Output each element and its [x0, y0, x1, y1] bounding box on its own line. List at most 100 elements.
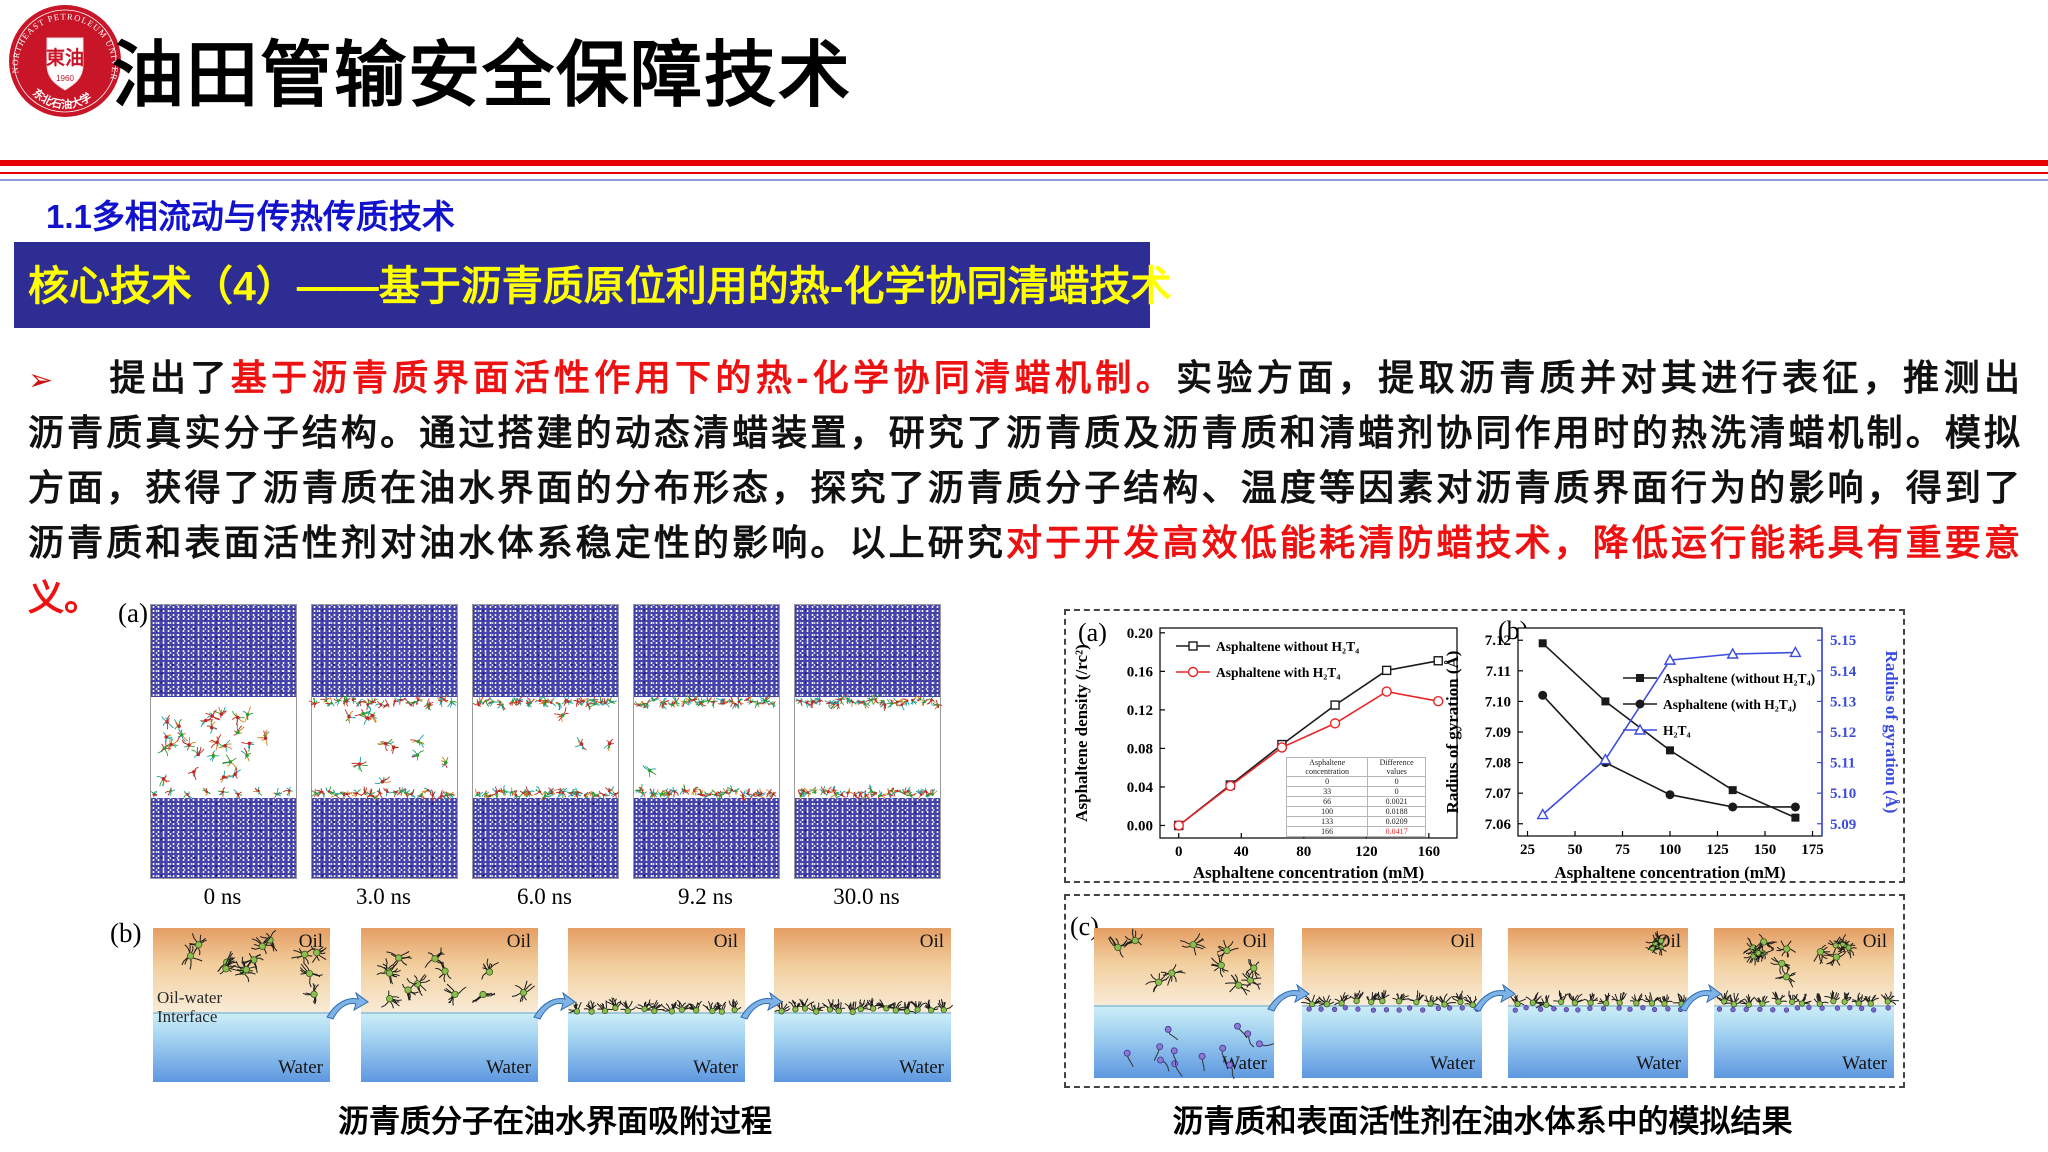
- flow-arrow-icon: [740, 992, 783, 1020]
- svg-text:Asphaltene with H₂T₄: Asphaltene with H₂T₄: [1216, 665, 1340, 680]
- molecules-overlay: [376, 947, 535, 1009]
- paragraph-line: 方面，获得了沥青质在油水界面的分布形态，探究了沥青质分子结构、温度等因素对沥青质…: [28, 460, 2020, 515]
- svg-text:Asphaltene without H₂T₄: Asphaltene without H₂T₄: [1216, 639, 1359, 654]
- svg-text:25: 25: [1520, 842, 1535, 858]
- svg-text:H₂T₄: H₂T₄: [1663, 723, 1691, 738]
- water-label: Water: [1222, 1053, 1267, 1074]
- svg-text:7.12: 7.12: [1485, 633, 1511, 649]
- svg-text:7.06: 7.06: [1485, 817, 1512, 833]
- simulation-panel: [633, 604, 780, 879]
- inset-table: Asphaltene concentration Difference value…: [1285, 757, 1426, 837]
- svg-text:5.15: 5.15: [1830, 633, 1856, 649]
- sim-time-label: 3.0 ns: [356, 884, 411, 909]
- svg-text:175: 175: [1801, 842, 1824, 858]
- molecules-overlay: [774, 997, 954, 1015]
- flow-arrow-icon: [1473, 984, 1516, 1012]
- university-logo: NORTHEAST PETROLEUM UNIVERSITY 東油 1960 东…: [6, 2, 121, 117]
- simulation-panel: [308, 604, 458, 879]
- flow-arrow-icon: [1267, 984, 1310, 1012]
- flow-arrow-icon: [533, 992, 576, 1020]
- molecules-overlay: [1509, 930, 1690, 1013]
- svg-text:5.14: 5.14: [1830, 664, 1857, 680]
- paragraph-segment: 提出了: [105, 357, 231, 398]
- svg-text:Asphaltene (with H₂T₄): Asphaltene (with H₂T₄): [1663, 697, 1796, 712]
- figure-caption-left: 沥青质分子在油水界面吸附过程: [338, 1104, 772, 1139]
- sim-time-label: 30.0 ns: [833, 884, 900, 909]
- svg-text:40: 40: [1234, 844, 1249, 860]
- simulation-panel: [150, 604, 297, 879]
- svg-text:0: 0: [1175, 844, 1183, 860]
- molecules-overlay: [1301, 989, 1480, 1013]
- chart-a: 0 40 80 120 160 0.00 0.04 0.08 0.12 0.16 0.20 Aspha…: [1072, 626, 1458, 882]
- oil-label: Oil: [298, 931, 323, 952]
- water-label: Water: [1430, 1053, 1475, 1074]
- svg-text:0.04: 0.04: [1127, 780, 1154, 796]
- svg-text:5.10: 5.10: [1830, 786, 1856, 802]
- svg-text:150: 150: [1754, 842, 1777, 858]
- core-tech-banner: 核心技术（4）——基于沥青质原位利用的热-化学协同清蜡技术: [14, 242, 1172, 328]
- chart-b: 25 50 75 100 125 150 175 7.06 7.07 7.08 7.09 7.10 7.…: [1443, 627, 1901, 882]
- paragraph-segment: ➢: [28, 364, 54, 397]
- logo-year: 1960: [56, 74, 74, 83]
- svg-text:5.09: 5.09: [1830, 817, 1856, 833]
- svg-text:100: 100: [1659, 842, 1682, 858]
- svg-text:0.12: 0.12: [1127, 703, 1153, 719]
- surfactant-panel: Oil Water: [1094, 928, 1274, 1080]
- oil-water-panel: Oil Water Oil-water Interface: [153, 928, 330, 1082]
- molecules-overlay: [181, 929, 327, 1005]
- svg-text:0.08: 0.08: [1127, 741, 1153, 757]
- svg-text:50: 50: [1568, 842, 1583, 858]
- water-slab-top: [151, 605, 296, 697]
- sim-time-label: 0 ns: [203, 884, 242, 909]
- paragraph-line: 义。: [28, 570, 2020, 625]
- section-heading: 1.1多相流动与传热传质技术: [46, 198, 455, 235]
- sim-time-label: 9.2 ns: [678, 884, 733, 909]
- water-label: Water: [693, 1057, 738, 1078]
- svg-text:7.11: 7.11: [1486, 664, 1511, 680]
- svg-text:Asphaltene density (/rc²): Asphaltene density (/rc²): [1072, 644, 1091, 822]
- paragraph-segment: 沥青质真实分子结构。通过搭建的动态清蜡装置，研究了沥青质及沥青质和清蜡剂协同作用…: [28, 412, 2020, 453]
- chart-a-label: (a): [1078, 618, 1107, 647]
- svg-text:0.16: 0.16: [1127, 664, 1154, 680]
- svg-text:75: 75: [1615, 842, 1630, 858]
- svg-text:0.00: 0.00: [1127, 818, 1153, 834]
- svg-text:5.11: 5.11: [1830, 756, 1855, 772]
- figure-b-label: (b): [110, 918, 142, 948]
- logo-center-chars: 東油: [46, 46, 84, 69]
- molecules-overlay: [795, 693, 943, 801]
- results-dashed-box-top: [1064, 609, 1905, 883]
- oil-label: Oil: [1862, 931, 1887, 952]
- svg-text:7.09: 7.09: [1485, 725, 1511, 741]
- water-label: Water: [278, 1057, 323, 1078]
- molecules-overlay: [1715, 933, 1899, 1013]
- paragraph-segment: 沥青质和表面活性剂对油水体系稳定性的影响。以上研究: [28, 522, 1006, 563]
- figure-a-label: (a): [118, 598, 148, 628]
- divider-blue-thin: [0, 179, 2048, 181]
- molecules-overlay: [472, 694, 620, 801]
- paragraph-segment: 义。: [28, 577, 101, 618]
- molecules-overlay: [308, 694, 457, 802]
- simulation-panel: [794, 604, 943, 879]
- water-slab-bottom: [151, 798, 296, 878]
- svg-text:80: 80: [1296, 844, 1311, 860]
- svg-text:0.20: 0.20: [1127, 626, 1153, 642]
- svg-text:Asphaltene concentration (mM): Asphaltene concentration (mM): [1193, 863, 1424, 882]
- paragraph-line: 沥青质真实分子结构。通过搭建的动态清蜡装置，研究了沥青质及沥青质和清蜡剂协同作用…: [28, 405, 2020, 460]
- paragraph-segment: 基于沥青质界面活性作用下的热-化学协同清蜡机制。: [230, 357, 1177, 398]
- svg-text:125: 125: [1706, 842, 1729, 858]
- body-paragraph: ➢ 提出了基于沥青质界面活性作用下的热-化学协同清蜡机制。实验方面，提取沥青质并对…: [28, 350, 2020, 625]
- water-label: Water: [899, 1057, 944, 1078]
- svg-text:Asphaltene concentration (mM): Asphaltene concentration (mM): [1554, 863, 1785, 882]
- svg-text:7.08: 7.08: [1485, 756, 1511, 772]
- paragraph-line: ➢ 提出了基于沥青质界面活性作用下的热-化学协同清蜡机制。实验方面，提取沥青质并对…: [28, 350, 2020, 405]
- svg-text:120: 120: [1355, 844, 1378, 860]
- svg-text:5.13: 5.13: [1830, 694, 1856, 710]
- svg-text:7.10: 7.10: [1485, 694, 1511, 710]
- oil-label: Oil: [919, 931, 944, 952]
- water-label: Water: [486, 1057, 531, 1078]
- molecules-overlay: [633, 693, 777, 802]
- core-tech-banner-text: 核心技术（4）——基于沥青质原位利用的热-化学协同清蜡技术: [28, 263, 1172, 309]
- svg-text:Radius of gyration (Å): Radius of gyration (Å): [1443, 651, 1462, 814]
- figure-caption-right: 沥青质和表面活性剂在油水体系中的模拟结果: [1172, 1104, 1793, 1139]
- oil-label: Oil: [506, 931, 531, 952]
